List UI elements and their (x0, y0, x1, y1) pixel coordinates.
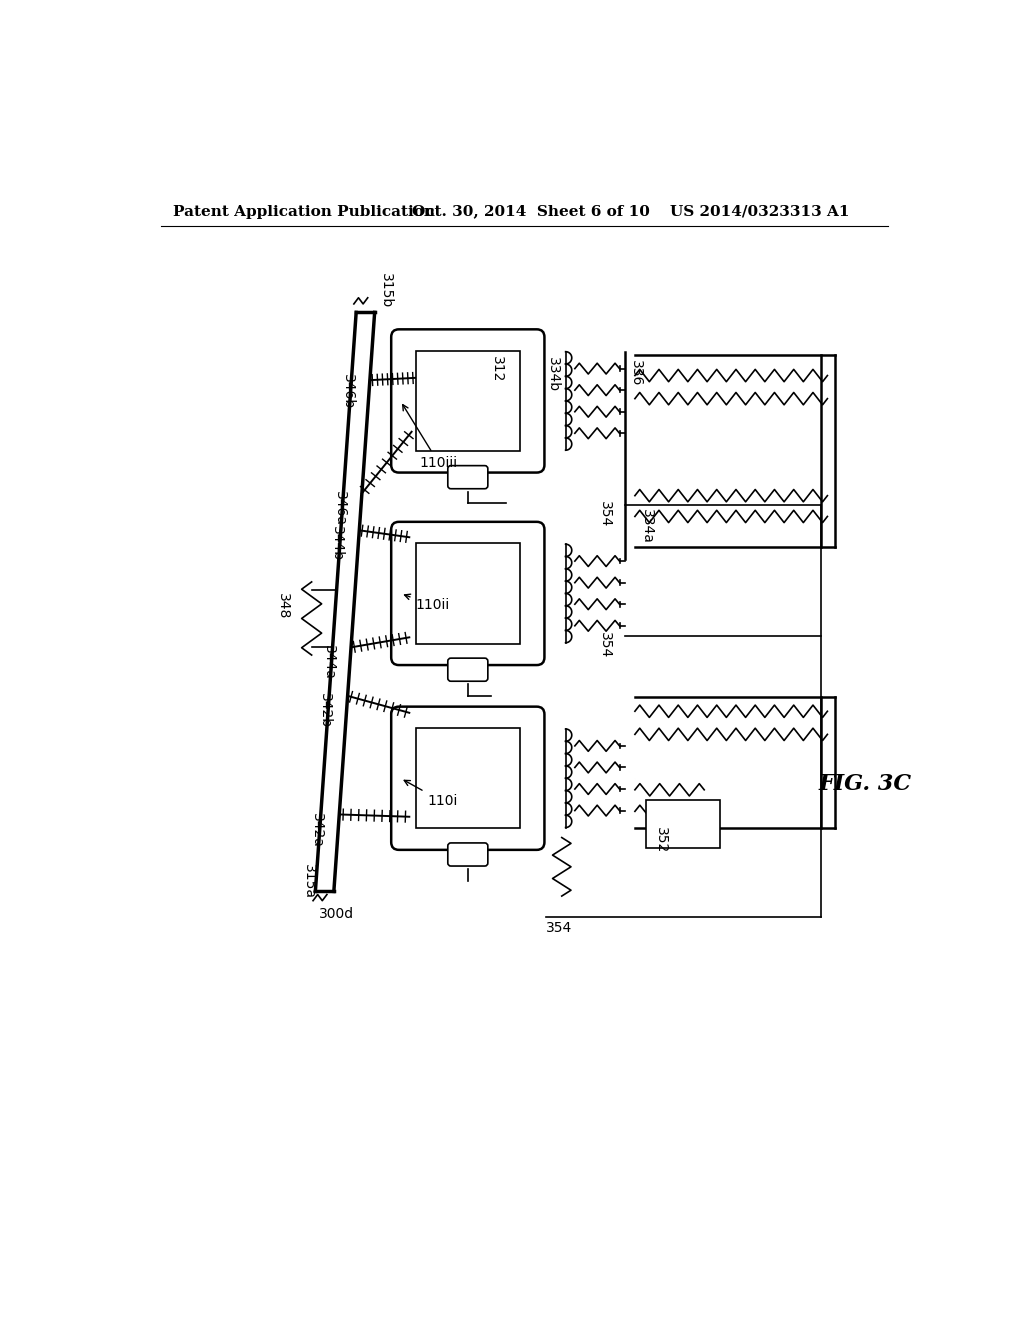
Text: 110i: 110i (404, 780, 458, 808)
FancyBboxPatch shape (447, 466, 487, 488)
Text: US 2014/0323313 A1: US 2014/0323313 A1 (670, 205, 849, 219)
Text: 315a: 315a (301, 865, 315, 899)
Text: 346a: 346a (333, 491, 346, 527)
FancyBboxPatch shape (447, 659, 487, 681)
Text: 354: 354 (598, 502, 612, 527)
Text: Patent Application Publication: Patent Application Publication (173, 205, 435, 219)
Text: 346b: 346b (340, 374, 354, 409)
Text: 342b: 342b (318, 693, 332, 727)
Text: FIG. 3C: FIG. 3C (818, 774, 911, 795)
Text: 344a: 344a (322, 645, 336, 680)
Text: 334a: 334a (640, 508, 654, 544)
FancyBboxPatch shape (447, 843, 487, 866)
FancyBboxPatch shape (391, 706, 545, 850)
Text: 336: 336 (629, 360, 643, 387)
Text: 342a: 342a (310, 813, 324, 847)
Text: 344b: 344b (330, 525, 344, 561)
Text: 334b: 334b (547, 358, 560, 392)
Bar (416, 351, 520, 451)
Text: 315b: 315b (379, 273, 392, 309)
Text: 354: 354 (598, 632, 612, 659)
Text: 300d: 300d (319, 907, 354, 921)
Text: 354: 354 (547, 921, 572, 935)
Bar (416, 729, 520, 829)
Text: 110iii: 110iii (402, 405, 458, 470)
Text: 352: 352 (654, 826, 669, 853)
Text: 312: 312 (490, 355, 504, 381)
Text: 348: 348 (276, 594, 290, 620)
Text: 110ii: 110ii (404, 594, 450, 612)
FancyBboxPatch shape (391, 521, 545, 665)
Text: Oct. 30, 2014  Sheet 6 of 10: Oct. 30, 2014 Sheet 6 of 10 (412, 205, 649, 219)
Bar (646, 800, 720, 847)
FancyBboxPatch shape (391, 330, 545, 473)
Bar (416, 544, 520, 644)
